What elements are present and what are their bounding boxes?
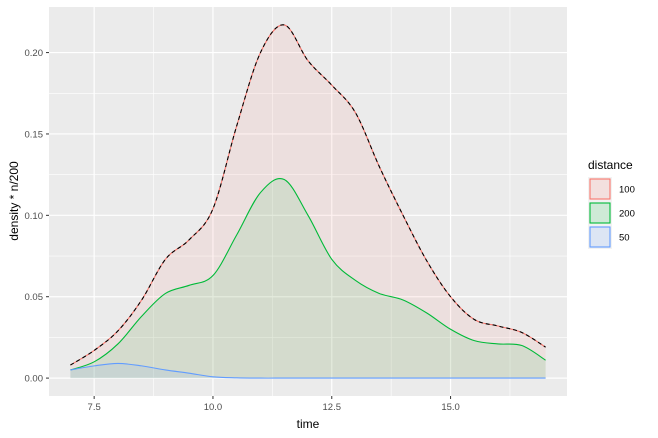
area-100 xyxy=(70,24,546,379)
legend-label-50: 50 xyxy=(619,233,630,244)
area-50 xyxy=(70,363,546,379)
legend-key-50 xyxy=(589,226,611,248)
y-axis: 0.00 0.05 0.10 0.15 0.20 xyxy=(25,48,49,385)
line-200 xyxy=(70,178,546,371)
overlay-line xyxy=(70,24,546,366)
legend-key-bg xyxy=(588,177,612,201)
legend-title: distance xyxy=(588,158,633,172)
y-tick-label: 0.10 xyxy=(25,211,44,222)
dashed-overlay xyxy=(70,24,546,366)
legend-key-100 xyxy=(589,178,611,200)
y-tick-label: 0.05 xyxy=(25,292,44,303)
grid-minor xyxy=(49,7,567,396)
legend-label-100: 100 xyxy=(619,185,635,196)
line-50 xyxy=(70,362,546,379)
y-tick-label: 0.15 xyxy=(25,129,44,140)
y-tick-label: 0.00 xyxy=(25,374,44,385)
legend-key-200 xyxy=(589,202,611,224)
y-axis-title: density * n/200 xyxy=(7,161,21,241)
x-tick-label: 15.0 xyxy=(441,402,460,413)
density-areas xyxy=(70,24,546,379)
x-tick-label: 12.5 xyxy=(323,402,342,413)
x-tick-label: 7.5 xyxy=(88,402,101,413)
legend: distance 100 200 50 xyxy=(588,158,635,249)
area-200 xyxy=(70,178,546,379)
y-tick-label: 0.20 xyxy=(25,48,44,59)
legend-key-bg xyxy=(588,225,612,249)
x-axis: 7.5 10.0 12.5 15.0 xyxy=(88,396,460,413)
legend-label-200: 200 xyxy=(619,209,635,220)
x-tick-label: 10.0 xyxy=(204,402,223,413)
legend-key-bg xyxy=(588,201,612,225)
plot-panel xyxy=(49,7,567,396)
x-axis-title: time xyxy=(297,417,320,431)
